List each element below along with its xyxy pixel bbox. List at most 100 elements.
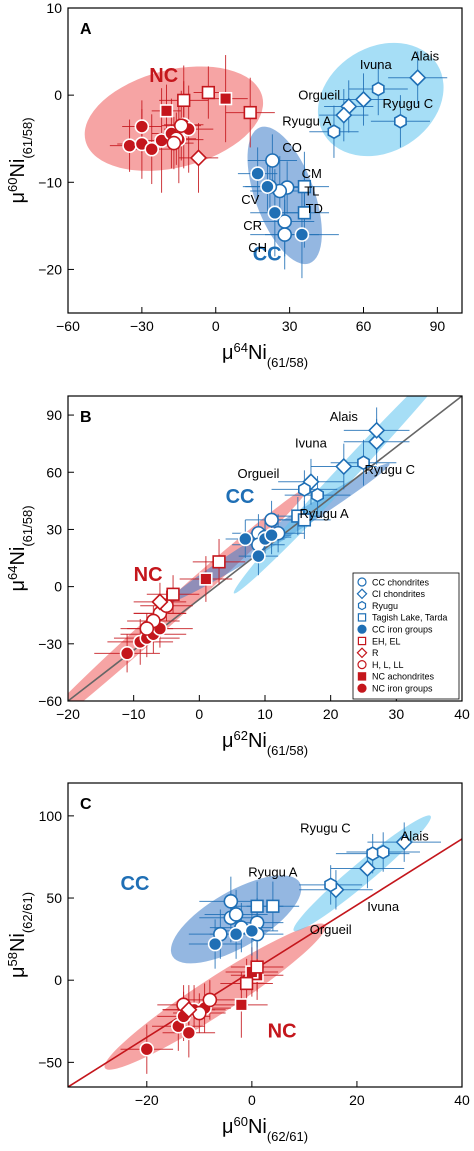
legend-marker-ryugu	[357, 600, 367, 611]
data-point-ci	[409, 69, 427, 87]
legend-label: Ryugu	[372, 601, 398, 611]
y-axis-label: μ60Ni(61/58)	[5, 117, 35, 203]
panel-label: A	[80, 21, 92, 38]
y-tick-label: −30	[38, 636, 62, 652]
data-point-tagish	[297, 513, 312, 527]
y-tick-label: 0	[54, 87, 62, 103]
data-point-ci	[368, 421, 386, 439]
legend-marker-tagish	[357, 613, 367, 622]
data-point-ryugu	[297, 481, 311, 497]
legend-label: R	[372, 648, 379, 658]
x-tick-label: −60	[56, 318, 80, 334]
point-annotation: Orgueil	[298, 88, 340, 103]
data-point-hlll	[139, 621, 155, 636]
data-point-cc_iron	[251, 548, 266, 564]
data-point-cc_iron	[294, 227, 310, 242]
legend-marker-hlll	[357, 659, 367, 670]
x-tick-label: 30	[282, 318, 298, 334]
data-point-cc_chon	[228, 907, 244, 922]
data-point-nc_achon	[218, 91, 233, 106]
point-annotation: CM	[302, 166, 322, 181]
legend-marker-cc_chon	[357, 577, 367, 587]
point-annotation: Ryugu C	[383, 96, 434, 111]
point-annotation: Alais	[330, 409, 359, 424]
legend-marker-ci	[356, 588, 368, 600]
x-tick-label: 40	[454, 1092, 470, 1108]
point-annotation: Ryugu A	[248, 865, 297, 880]
legend-label: NC achondrites	[372, 672, 435, 682]
data-point-r	[189, 149, 208, 167]
legend-label: H, L, LL	[372, 660, 404, 670]
point-annotation: CO	[282, 140, 302, 155]
data-point-ci	[354, 90, 373, 109]
group-label-cc: CC	[121, 873, 150, 895]
data-point-hlll	[173, 118, 189, 133]
data-point-ryugu	[376, 844, 390, 860]
data-point-nc_achon	[234, 998, 249, 1012]
data-point-ehel	[201, 85, 216, 100]
plot-area-A	[84, 42, 448, 279]
y-tick-label: 10	[46, 0, 62, 16]
data-point-nc_iron	[139, 1041, 155, 1057]
group-label-cc: CC	[253, 244, 282, 266]
x-tick-label: −20	[56, 706, 80, 722]
panel-label: C	[80, 796, 92, 813]
data-point-ci	[358, 859, 377, 878]
frame-C	[67, 782, 463, 1088]
legend-marker-r	[356, 647, 368, 659]
data-point-cc_chon	[223, 894, 239, 909]
legend-marker-nc_achon	[357, 672, 367, 681]
y-tick-label: −20	[38, 261, 62, 277]
x-axis-label: μ62Ni(61/58)	[222, 728, 308, 758]
data-point-nc_achon	[159, 104, 174, 118]
x-tick-label: 0	[212, 318, 220, 334]
data-point-cc_iron	[244, 923, 260, 939]
y-tick-label: 50	[46, 890, 62, 906]
point-annotation: CV	[241, 192, 259, 207]
y-tick-label: 0	[54, 579, 62, 595]
y-tick-label: 60	[46, 464, 62, 480]
legend-label: Tagish Lake, Tarda	[372, 613, 447, 623]
data-point-cc_iron	[267, 205, 283, 221]
data-point-cc_chon	[277, 227, 293, 242]
data-point-cc_chon	[264, 512, 279, 528]
data-point-ci	[335, 106, 353, 124]
legend-label: CC iron groups	[372, 625, 433, 635]
y-tick-label: 0	[54, 972, 62, 988]
data-point-ryugu	[311, 487, 325, 503]
frame-A	[67, 7, 463, 314]
x-axis-label: μ60Ni(62/61)	[222, 1114, 308, 1144]
data-point-nc_iron	[181, 1025, 197, 1041]
x-tick-label: 40	[454, 706, 470, 722]
legend-label: NC iron groups	[372, 684, 433, 694]
point-annotation: Ryugu C	[300, 820, 351, 835]
data-point-ehel	[166, 587, 180, 601]
point-annotation: Ivuna	[295, 435, 328, 450]
reference-line	[68, 838, 462, 1087]
data-point-tagish	[297, 179, 312, 194]
data-point-tagish	[266, 899, 280, 913]
x-tick-label: 30	[389, 706, 405, 722]
y-tick-label: 100	[39, 808, 63, 824]
y-axis-label: μ58Ni(62/61)	[5, 892, 35, 978]
data-point-cc_iron	[207, 936, 223, 952]
point-annotation: Ryugu C	[364, 462, 415, 477]
x-axis-label: μ64Ni(61/58)	[222, 340, 308, 370]
data-point-ryugu	[371, 81, 385, 97]
legend-marker-nc_iron	[357, 683, 367, 693]
data-point-r	[180, 1001, 198, 1019]
data-point-cc_chon	[265, 153, 280, 168]
point-annotation: Ivuna	[367, 899, 400, 914]
panel-label: B	[80, 409, 92, 426]
y-tick-label: 90	[46, 407, 62, 423]
legend-label: CC chondrites	[372, 577, 430, 587]
data-point-nc_iron	[119, 646, 135, 661]
x-tick-label: 0	[248, 1092, 256, 1108]
data-point-cc_iron	[228, 926, 244, 942]
data-point-cc_iron	[238, 531, 253, 547]
group-label-nc: NC	[268, 1021, 297, 1043]
point-annotation: Ryugu A	[282, 114, 331, 129]
panel-A: −60 −30 0 30 60 90 10 0 −10 −20 A NC CC Alais Ivuna Org…	[5, 0, 463, 370]
